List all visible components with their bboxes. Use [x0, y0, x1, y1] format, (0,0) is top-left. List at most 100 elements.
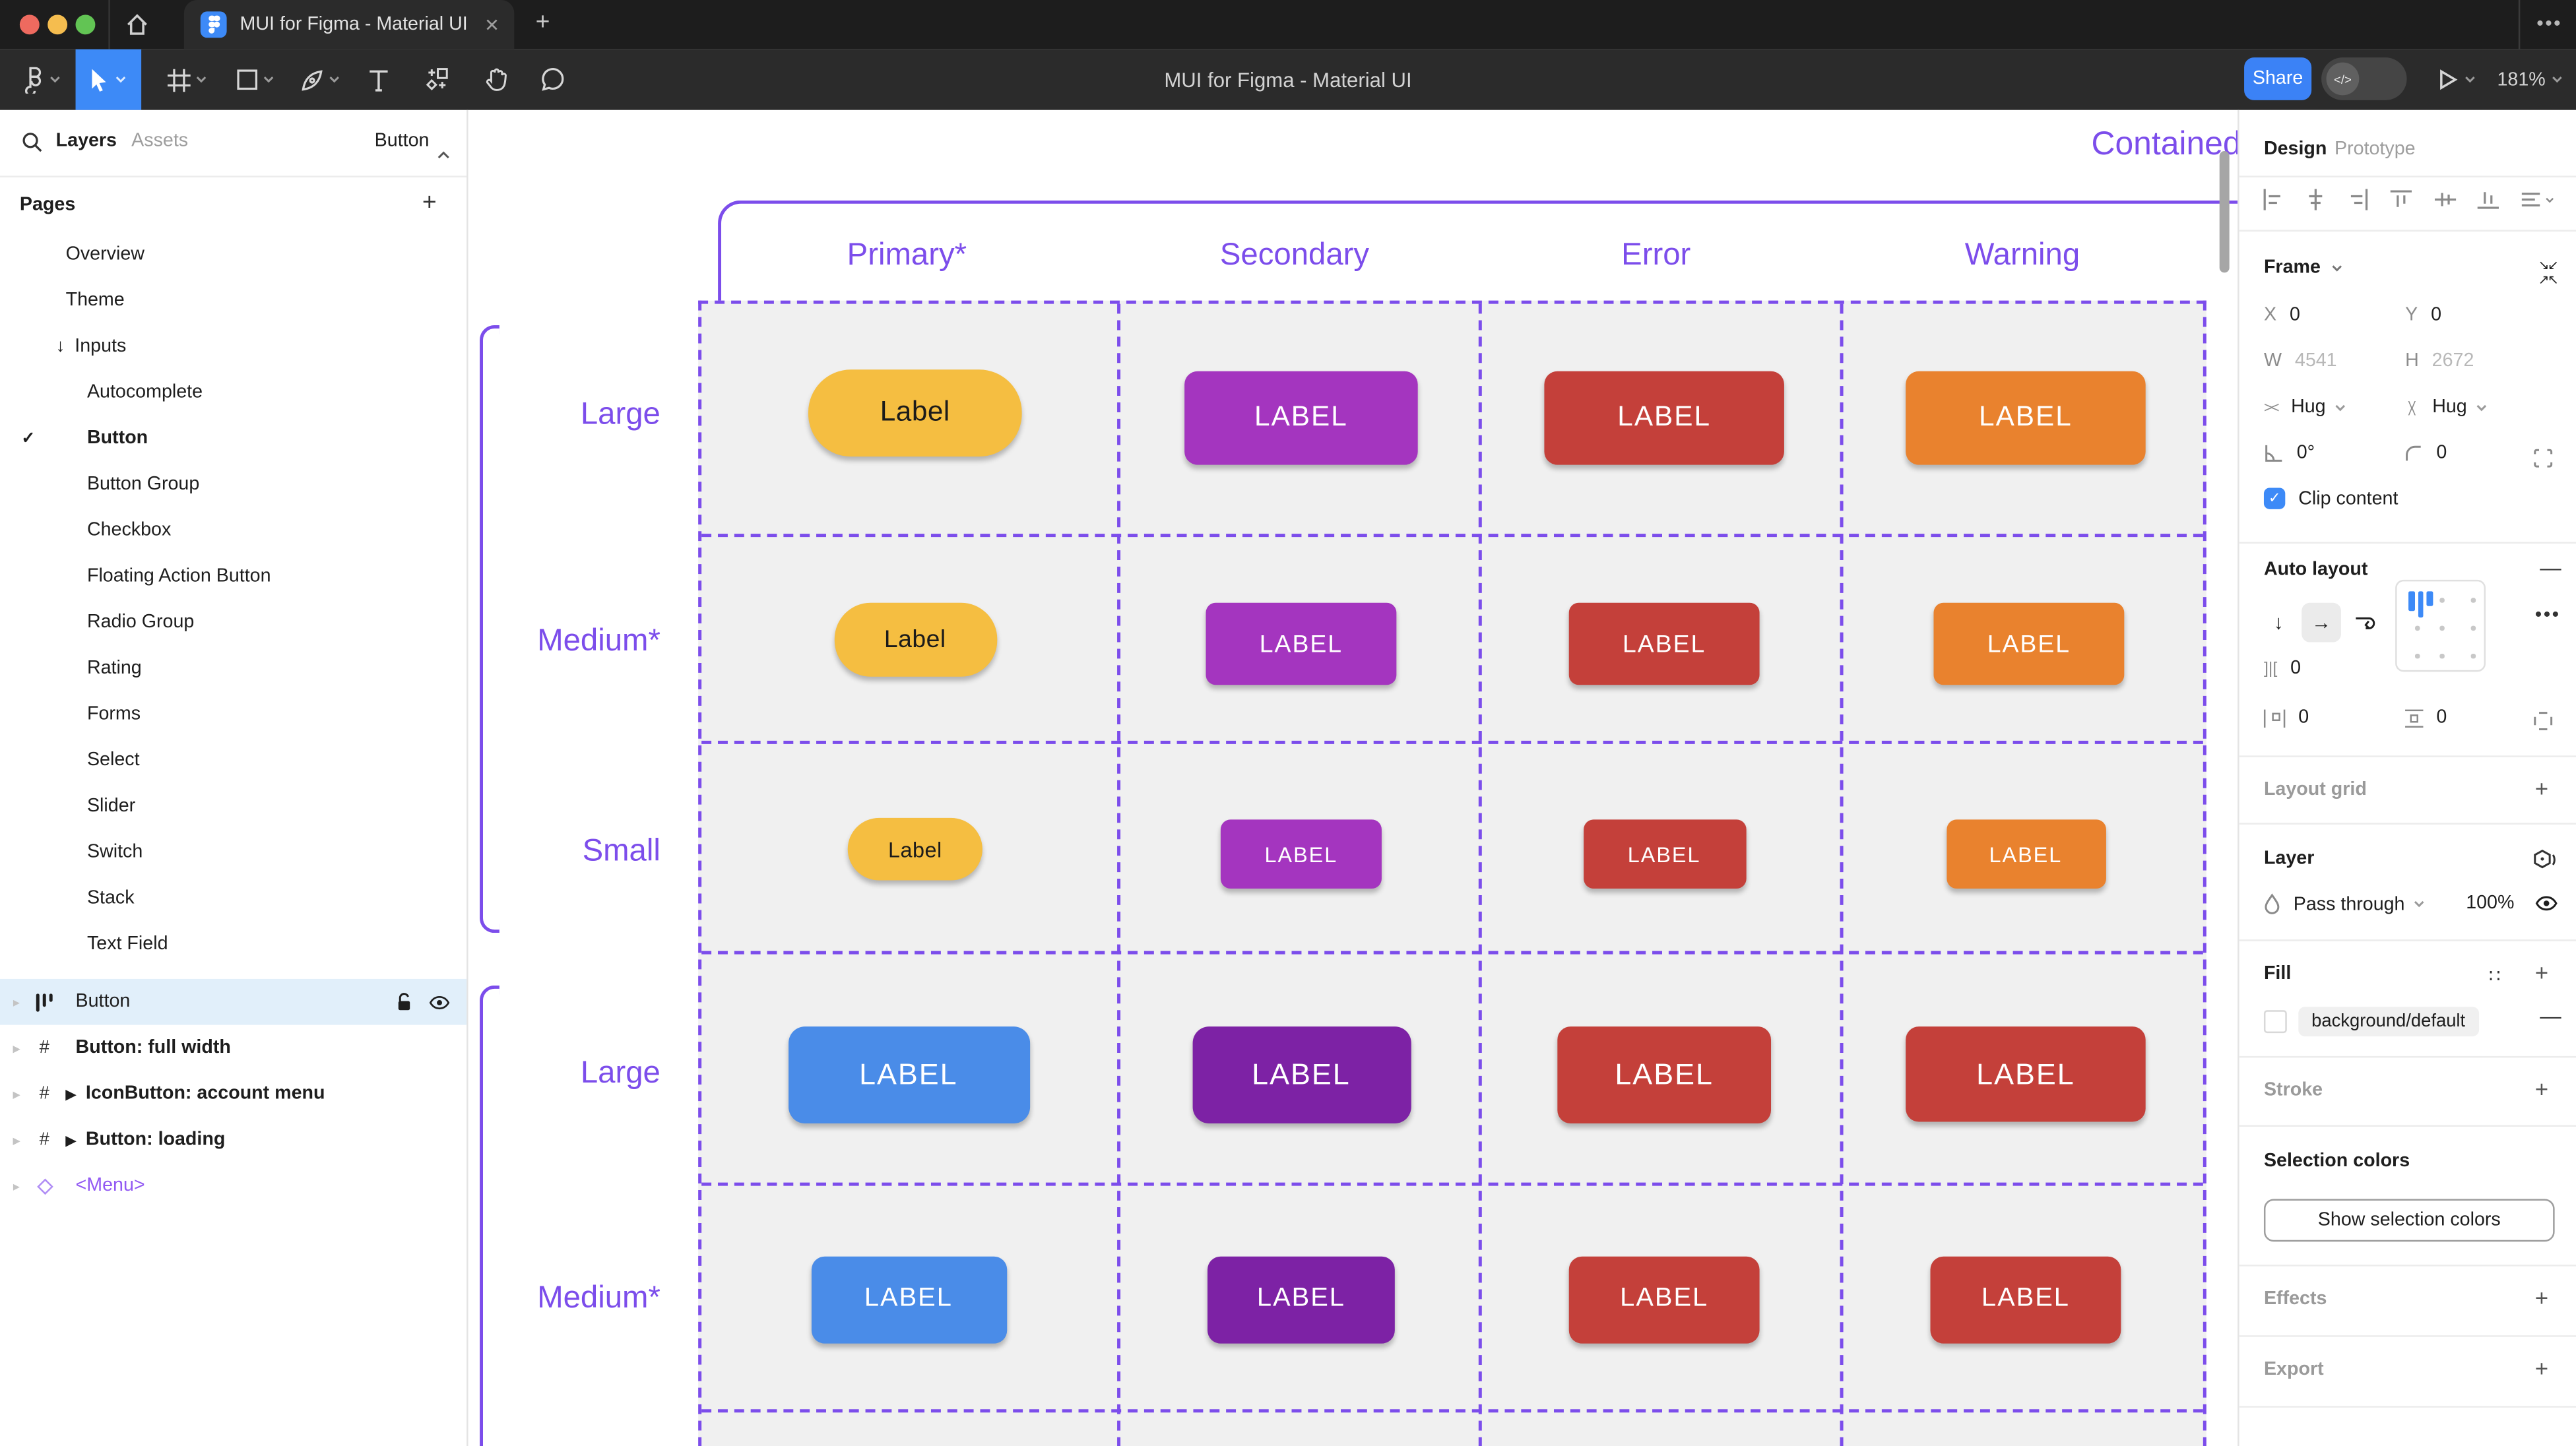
- chevron-right-icon[interactable]: ▸: [13, 994, 20, 1009]
- distribute-menu[interactable]: [2520, 189, 2554, 210]
- layer-row[interactable]: ▸ # Button: full width: [0, 1025, 467, 1071]
- remove-fill-button[interactable]: —: [2540, 1003, 2561, 1028]
- page-list-item[interactable]: Stack: [0, 875, 467, 922]
- mui-button-variant[interactable]: LABEL: [1208, 1255, 1395, 1343]
- mui-button-variant[interactable]: LABEL: [1184, 370, 1418, 464]
- align-right-icon[interactable]: [2348, 189, 2369, 210]
- layout-vertical-icon[interactable]: ↓: [2273, 611, 2284, 635]
- eye-icon[interactable]: [429, 995, 450, 1009]
- horizontal-resizing-select[interactable]: >< Hug: [2264, 398, 2346, 417]
- minimize-window-button[interactable]: [48, 15, 68, 35]
- visibility-eye-icon[interactable]: [2535, 895, 2558, 916]
- chevron-right-icon[interactable]: ▸: [13, 1132, 20, 1148]
- add-effect-button[interactable]: +: [2534, 1284, 2549, 1311]
- align-bottom-icon[interactable]: [2477, 189, 2499, 210]
- mui-button-variant[interactable]: Label: [833, 602, 997, 676]
- mui-button-variant[interactable]: LABEL: [1220, 819, 1382, 889]
- page-list-item[interactable]: Slider: [0, 784, 467, 830]
- mui-button-variant[interactable]: LABEL: [1206, 602, 1397, 685]
- horizontal-padding-field[interactable]: 0: [2263, 708, 2309, 728]
- tab-design[interactable]: Design: [2263, 139, 2327, 160]
- gap-field[interactable]: ]|[ 0: [2264, 658, 2301, 678]
- page-list-item[interactable]: Theme: [0, 278, 467, 324]
- tab-assets[interactable]: Assets: [131, 131, 189, 152]
- independent-corners-icon[interactable]: [2533, 449, 2553, 473]
- window-more-icon[interactable]: •••: [2536, 11, 2563, 35]
- chevron-right-icon[interactable]: ▸: [13, 1178, 20, 1193]
- rotation-field[interactable]: 0°: [2264, 443, 2315, 463]
- page-list-item[interactable]: Text Field: [0, 922, 467, 968]
- mui-button-variant[interactable]: LABEL: [1544, 370, 1784, 464]
- mui-button-variant[interactable]: Label: [847, 817, 982, 881]
- page-list-item[interactable]: ↓ Inputs: [0, 323, 467, 369]
- height-field[interactable]: H 2672: [2405, 352, 2474, 371]
- chevron-right-icon[interactable]: ▸: [13, 1086, 20, 1102]
- tab-close-icon[interactable]: ✕: [484, 15, 499, 36]
- page-list-item[interactable]: Overview: [0, 232, 467, 278]
- independent-padding-icon[interactable]: [2533, 711, 2553, 736]
- page-list-item[interactable]: Rating: [0, 645, 467, 691]
- auto-layout-alignment-widget[interactable]: [2395, 579, 2486, 672]
- auto-layout-more-icon[interactable]: •••: [2534, 602, 2561, 626]
- mui-button-variant[interactable]: LABEL: [810, 1255, 1007, 1343]
- dev-mode-toggle[interactable]: </>: [2321, 57, 2407, 100]
- y-position-field[interactable]: Y 0: [2405, 305, 2441, 325]
- layer-row[interactable]: ▸ <Menu>: [0, 1163, 467, 1209]
- align-top-icon[interactable]: [2391, 189, 2413, 210]
- chevron-up-icon[interactable]: [437, 138, 450, 168]
- frame-name-label[interactable]: Contained: [2091, 126, 2238, 163]
- zoom-level-control[interactable]: 181%: [2497, 49, 2563, 110]
- page-list-item[interactable]: Button Group: [0, 462, 467, 508]
- resources-tool-icon[interactable]: [414, 49, 460, 110]
- mui-button-variant[interactable]: LABEL: [1568, 602, 1760, 685]
- page-list-item[interactable]: ✓ Button: [0, 416, 467, 462]
- present-button[interactable]: [2438, 49, 2476, 110]
- fill-token-pill[interactable]: background/default: [2298, 1007, 2479, 1037]
- frame-tool-button[interactable]: [158, 49, 217, 110]
- tab-layers[interactable]: Layers: [55, 131, 117, 152]
- layer-row[interactable]: ▸ # ▶ IconButton: account menu: [0, 1071, 467, 1117]
- tab-prototype[interactable]: Prototype: [2334, 139, 2416, 160]
- text-tool-button[interactable]: [355, 49, 401, 110]
- page-selector[interactable]: Button: [374, 131, 430, 152]
- corner-radius-field[interactable]: 0: [2405, 443, 2447, 463]
- add-fill-button[interactable]: +: [2534, 959, 2549, 986]
- layer-opacity-value[interactable]: 100%: [2466, 893, 2515, 914]
- width-field[interactable]: W 4541: [2264, 352, 2337, 371]
- pen-tool-button[interactable]: [292, 49, 348, 110]
- zoom-window-button[interactable]: [75, 15, 96, 35]
- document-tab[interactable]: MUI for Figma - Material UI ✕: [183, 0, 515, 49]
- canvas-viewport[interactable]: Contained Primary* Secondary Error Warning …: [468, 110, 2238, 1446]
- add-stroke-button[interactable]: +: [2534, 1075, 2549, 1102]
- page-list-item[interactable]: Checkbox: [0, 507, 467, 553]
- page-list-item[interactable]: Forms: [0, 691, 467, 738]
- mui-button-variant[interactable]: LABEL: [1933, 602, 2125, 685]
- add-export-button[interactable]: +: [2534, 1355, 2549, 1381]
- mui-button-variant[interactable]: LABEL: [1568, 1255, 1760, 1343]
- hand-tool-button[interactable]: [473, 49, 519, 110]
- fill-row[interactable]: background/default: [2263, 1007, 2479, 1037]
- add-page-button[interactable]: +: [422, 189, 437, 217]
- layer-row[interactable]: ▸ Button: [0, 978, 467, 1025]
- chevron-right-icon[interactable]: ▸: [13, 1040, 20, 1055]
- styles-icon[interactable]: ∷: [2489, 967, 2502, 988]
- mui-button-variant[interactable]: Label: [808, 368, 1022, 456]
- show-selection-colors-button[interactable]: Show selection colors: [2263, 1199, 2555, 1242]
- mui-button-variant[interactable]: LABEL: [1906, 370, 2146, 464]
- page-list-item[interactable]: Radio Group: [0, 600, 467, 646]
- remove-auto-layout-button[interactable]: —: [2540, 555, 2561, 580]
- mui-button-variant[interactable]: LABEL: [787, 1025, 1029, 1123]
- align-left-icon[interactable]: [2262, 189, 2283, 210]
- vertical-padding-field[interactable]: 0: [2405, 708, 2447, 728]
- mui-button-variant[interactable]: LABEL: [1930, 1255, 2121, 1343]
- mui-button-variant[interactable]: LABEL: [1906, 1026, 2146, 1122]
- align-horizontal-center-icon[interactable]: [2305, 189, 2327, 210]
- move-tool-button[interactable]: [75, 49, 142, 110]
- mui-button-variant[interactable]: LABEL: [1582, 819, 1746, 889]
- vertical-resizing-select[interactable]: >< Hug: [2404, 398, 2487, 417]
- add-layout-grid-button[interactable]: +: [2534, 775, 2549, 802]
- collapse-frame-icon[interactable]: ↘↙ ↗↖: [2538, 257, 2559, 288]
- fill-color-swatch[interactable]: [2263, 1010, 2287, 1034]
- home-icon[interactable]: [125, 13, 149, 44]
- layout-wrap-icon[interactable]: [2344, 603, 2384, 643]
